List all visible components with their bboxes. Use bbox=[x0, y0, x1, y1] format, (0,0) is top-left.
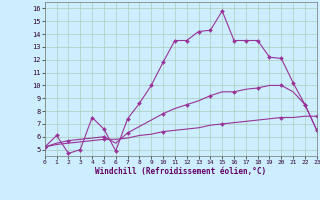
X-axis label: Windchill (Refroidissement éolien,°C): Windchill (Refroidissement éolien,°C) bbox=[95, 167, 266, 176]
